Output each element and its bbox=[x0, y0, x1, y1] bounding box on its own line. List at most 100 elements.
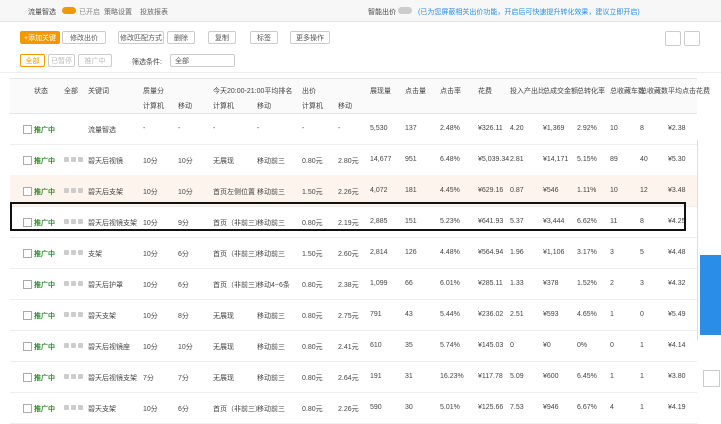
table-cell: 无展现 bbox=[213, 375, 234, 382]
button[interactable]: 删除 bbox=[167, 31, 195, 44]
table-cell: 31 bbox=[405, 373, 413, 380]
table-cell: 14,677 bbox=[370, 156, 392, 163]
table-cell: 碧天后视镜 bbox=[88, 158, 123, 165]
table-cell: 首页（非前三） bbox=[213, 220, 262, 227]
table-cell: 4,072 bbox=[370, 187, 388, 194]
table-cell: 6分 bbox=[178, 282, 189, 289]
status: 推广中 bbox=[34, 344, 55, 351]
button[interactable]: 更多操作 bbox=[290, 31, 330, 44]
checkbox[interactable] bbox=[23, 156, 32, 165]
table-cell: 碧天后视镜支架 bbox=[88, 220, 137, 227]
checkbox[interactable] bbox=[23, 311, 32, 320]
status: 推广中 bbox=[34, 127, 55, 134]
column-header: 点击率 bbox=[440, 88, 461, 95]
table-row bbox=[10, 268, 697, 300]
tab[interactable]: 已暂停 bbox=[48, 54, 75, 67]
column-header: 今天20:00-21:00平均排名 bbox=[213, 88, 293, 95]
table-cell: 1 bbox=[610, 373, 614, 380]
table-cell: 2.64元 bbox=[338, 375, 359, 382]
top-bar bbox=[0, 0, 721, 22]
collapse-button[interactable] bbox=[684, 31, 700, 46]
column-subheader: 移动 bbox=[338, 103, 352, 110]
table-cell: 10分 bbox=[178, 189, 193, 196]
table-cell: 8 bbox=[640, 125, 644, 132]
table-cell: 碧天后视镜支架 bbox=[88, 375, 137, 382]
checkbox[interactable] bbox=[23, 125, 32, 134]
table-cell: ¥641.93 bbox=[478, 218, 504, 225]
flow-toggle[interactable] bbox=[62, 7, 76, 14]
tab[interactable]: 全部 bbox=[20, 54, 45, 67]
column-header: 全部 bbox=[64, 88, 78, 95]
button[interactable]: +添加关键词 bbox=[20, 31, 60, 55]
table-cell: 无展现 bbox=[213, 344, 234, 351]
table-cell: 1 bbox=[640, 404, 644, 411]
back-to-top[interactable] bbox=[703, 370, 720, 387]
table-cell: 5.23% bbox=[440, 218, 460, 225]
button[interactable]: 标签 bbox=[250, 31, 278, 44]
table-cell: 移动前三 bbox=[257, 406, 285, 413]
table-row bbox=[10, 330, 697, 362]
table-cell: 1.96 bbox=[510, 249, 524, 256]
table-cell: 10分 bbox=[143, 406, 158, 413]
checkbox[interactable] bbox=[23, 342, 32, 351]
table-cell: ¥145.03 bbox=[478, 342, 504, 349]
label: 智能出价 bbox=[368, 9, 396, 16]
table-cell: 6.01% bbox=[440, 280, 460, 287]
table-cell: ¥4.48 bbox=[668, 249, 686, 256]
table-cell: - bbox=[143, 125, 146, 132]
status: 推广中 bbox=[34, 220, 55, 227]
column-header: 状态 bbox=[34, 88, 48, 95]
link[interactable]: 投放报表 bbox=[140, 9, 168, 16]
table-cell: 2.26元 bbox=[338, 406, 359, 413]
table-cell: 43 bbox=[405, 311, 413, 318]
link[interactable]: 策略设置 bbox=[104, 9, 132, 16]
column-header: 花费 bbox=[478, 88, 492, 95]
table-cell: ¥946 bbox=[543, 404, 559, 411]
table-cell: 590 bbox=[370, 404, 382, 411]
checkbox[interactable] bbox=[23, 187, 32, 196]
table-cell: 30 bbox=[405, 404, 413, 411]
checkbox[interactable] bbox=[23, 280, 32, 289]
checkbox[interactable] bbox=[23, 373, 32, 382]
star-icon bbox=[71, 157, 76, 162]
table-cell: ¥1,369 bbox=[543, 125, 565, 132]
table-cell: ¥5.30 bbox=[668, 156, 686, 163]
star-icon bbox=[64, 250, 69, 255]
checkbox[interactable] bbox=[23, 404, 32, 413]
table-cell: 1 bbox=[610, 311, 614, 318]
table-cell: ¥3.80 bbox=[668, 373, 686, 380]
settings-button[interactable] bbox=[665, 31, 681, 46]
table-cell: 151 bbox=[405, 218, 417, 225]
table-cell: 无展现 bbox=[213, 158, 234, 165]
star-icon bbox=[78, 374, 83, 379]
table-cell: 11 bbox=[610, 218, 618, 225]
button[interactable]: 修改匹配方式 bbox=[118, 31, 164, 44]
table-cell: - bbox=[213, 125, 216, 132]
tab[interactable]: 推广中 bbox=[78, 54, 112, 67]
checkbox[interactable] bbox=[23, 249, 32, 258]
star-icon bbox=[71, 250, 76, 255]
star-icon bbox=[71, 281, 76, 286]
bid-toggle[interactable] bbox=[398, 7, 412, 14]
star-icon bbox=[71, 343, 76, 348]
table-cell: - bbox=[338, 125, 341, 132]
table-cell: 2,814 bbox=[370, 249, 388, 256]
table-cell: 10分 bbox=[143, 189, 158, 196]
table-cell: 2.19元 bbox=[338, 220, 359, 227]
select[interactable]: 全部 bbox=[170, 54, 235, 67]
table-row bbox=[10, 206, 697, 238]
table-cell: 0 bbox=[510, 342, 514, 349]
table-cell: ¥125.66 bbox=[478, 404, 504, 411]
table-cell: 89 bbox=[610, 156, 618, 163]
table-cell: 5.37 bbox=[510, 218, 524, 225]
table-cell: 移动前三 bbox=[257, 189, 285, 196]
button[interactable]: 复制 bbox=[208, 31, 236, 44]
checkbox[interactable] bbox=[23, 218, 32, 227]
table-cell: 移动前三 bbox=[257, 220, 285, 227]
star-icon bbox=[78, 188, 83, 193]
star-icon bbox=[64, 405, 69, 410]
table-cell: ¥1,106 bbox=[543, 249, 565, 256]
table-cell: ¥546 bbox=[543, 187, 559, 194]
button[interactable]: 修改出价 bbox=[62, 31, 106, 44]
